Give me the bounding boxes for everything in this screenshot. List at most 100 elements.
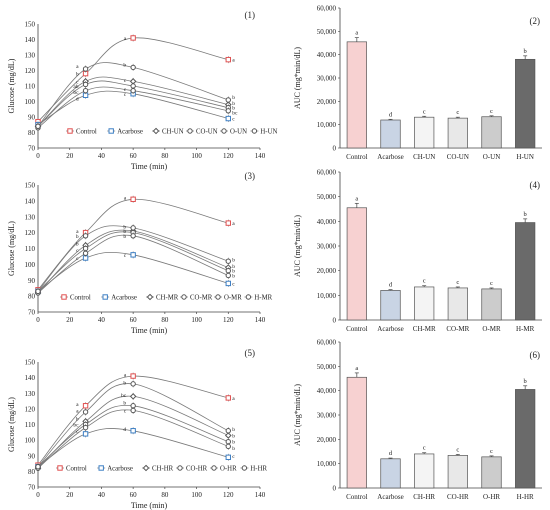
line-panel-3-series-line-Acarbose	[37, 428, 229, 468]
line-panel-2-sig-label: a	[232, 221, 235, 227]
line-panel-2-x-axis-label: Time (min)	[131, 326, 168, 335]
line-panel-2-sig-label: b	[232, 258, 235, 264]
line-panel-2-point-Control	[225, 220, 231, 226]
line-panel-1-series-line-CH-UN	[37, 76, 229, 127]
line-panel-1-point-O-UN	[82, 87, 89, 94]
line-panel-3-ytick-label: 100	[25, 437, 36, 445]
line-panel-1-legend-marker	[221, 128, 227, 134]
bar-panel-3-sig-label: c	[456, 446, 459, 453]
line-panel-2-sig-label: a	[124, 196, 127, 202]
bar-panel-1-sig-label: d	[389, 111, 393, 118]
bar-panel-3-bar-Control	[346, 376, 367, 489]
bar-panel-1-sig-label: c	[490, 108, 493, 115]
line-panel-3-point-Acarbose	[82, 431, 89, 437]
line-panel-1-ytick-label: 100	[25, 98, 36, 106]
line-panel-1-panel-tag: (1)	[245, 10, 256, 20]
bar-panel-1-category-label: CH-UN	[413, 153, 435, 161]
line-panel-1-ytick-label: 80	[28, 129, 36, 137]
line-panel-1-point-CO-UN	[82, 81, 89, 88]
line-panel-2-point-Control	[130, 196, 136, 202]
line-panel-1-series-line-O-UN	[37, 86, 229, 129]
line-panel-1-sig-label: a	[232, 58, 235, 64]
line-panel-3-xtick-label: 20	[66, 491, 74, 499]
line-panel-1-point-O-UN	[130, 87, 136, 94]
line-panel-3-xtick-label: 120	[223, 491, 234, 499]
line-panel-2-series-line-CH-MR	[37, 229, 229, 294]
bar-panel-2-category-label: CO-MR	[446, 325, 469, 333]
line-panel-2-sig-label: b	[232, 269, 235, 275]
bar-panel-3-ytick-label: 20,000	[317, 436, 337, 444]
line-panel-1-legend-entry: Acarbose	[117, 129, 143, 136]
line-panel-3-xtick-label: 140	[255, 491, 266, 499]
bar-panel-3-ytick-label: 40,000	[317, 387, 337, 395]
bar-panel-2-category-label: CH-MR	[413, 325, 436, 333]
line-panel-2-xtick-label: 120	[223, 316, 234, 324]
line-panel-3-sig-label: b	[123, 380, 126, 386]
line-panel-3-legend-entry: Acarbose	[107, 466, 133, 473]
bar-panel-3-category-label: Control	[346, 493, 367, 501]
line-panel-2-sig-label: b	[123, 224, 126, 230]
line-panel-2-series-line-H-MR	[37, 225, 229, 292]
line-panel-2-point-Acarbose	[130, 252, 136, 258]
line-panel-2-legend-entry: O-MR	[224, 295, 242, 302]
line-panel-3-point-CH-HR	[129, 393, 137, 400]
line-panel-1-sig-label: a	[124, 36, 127, 42]
line-panel-2-legend-marker	[146, 293, 154, 301]
line-panel-2-point-H-MR	[130, 225, 136, 231]
line-panel-1-legend-marker	[108, 128, 114, 134]
line-panel-2-point-Acarbose	[225, 280, 231, 287]
line-panel-2-ytick-label: 130	[25, 213, 36, 221]
line-panel-3-ytick-label: 130	[25, 390, 36, 398]
line-panel-3-ytick-label: 70	[28, 484, 36, 492]
line-panel-2-sig-label: c	[76, 248, 79, 254]
line-panel-1-sig-label: d	[76, 96, 79, 102]
line-panel-3-point-Acarbose	[225, 454, 231, 461]
line-panel-3-sig-label: a	[76, 408, 79, 414]
line-panel-1-ytick-label: 70	[28, 145, 36, 153]
bar-panel-1-ytick-label: 40,000	[317, 51, 337, 59]
line-panel-3-xtick-label: 40	[98, 491, 106, 499]
line-panel-1-sig-label: ab	[73, 84, 78, 90]
line-panel-2-y-axis-label: Glucose (mg/dL)	[7, 221, 16, 276]
bar-panel-3-ytick-label: 10,000	[317, 460, 337, 468]
line-panel-2-legend-marker	[245, 294, 252, 300]
line-panel-1-sig-label: b	[123, 62, 126, 68]
bar-panel-2-ytick-label: 10,000	[317, 292, 337, 300]
bar-panel-3-bar-H-HR	[515, 389, 536, 489]
line-panel-2-series-line-Acarbose	[37, 251, 229, 292]
line-panel-2-sig-label: b	[123, 229, 126, 235]
line-panel-2-point-O-MR	[130, 233, 136, 239]
line-panel-1-xtick-label: 140	[255, 152, 266, 160]
line-panel-2-legend-marker	[181, 294, 187, 300]
line-panel-3-point-H-HR	[130, 381, 136, 387]
line-panel-3-ytick-label: 150	[25, 359, 36, 367]
line-panel-3-y-axis-label: Glucose (mg/dL)	[7, 397, 16, 452]
line-panel-1-series-line-CO-UN	[37, 80, 229, 127]
bar-panel-1-category-label: O-UN	[483, 153, 501, 161]
line-panel-1-xtick-label: 0	[36, 152, 40, 160]
line-panel-3-xtick-label: 60	[130, 491, 138, 499]
bar-panel-2-sig-label: a	[355, 195, 358, 202]
bar-panel-2-category-label: H-MR	[516, 325, 535, 333]
bar-panel-2-bar-CO-MR	[447, 287, 468, 321]
bar-panel-3-sig-label: a	[355, 365, 358, 372]
line-panel-2-legend-entry: H-MR	[254, 295, 272, 302]
line-panel-2-series-line-CO-MR	[37, 231, 229, 292]
line-panel-3-legend-marker	[177, 465, 183, 471]
bar-panel-2-bar-O-MR	[481, 288, 502, 321]
bar-panel-1-sig-label: c	[456, 109, 459, 116]
bar-panel-3-category-label: O-HR	[483, 493, 500, 501]
bar-panel-1-bar-Acarbose	[380, 119, 401, 149]
line-panel-2-xtick-label: 80	[161, 316, 169, 324]
line-panel-1-legend-entry: O-UN	[230, 129, 247, 136]
line-panel-3-xtick-label: 0	[36, 491, 40, 499]
line-panel-1-sig-label: bc	[73, 90, 79, 96]
bar-panel-1-ytick-label: 50,000	[317, 28, 337, 36]
line-panel-2-xtick-label: 100	[191, 316, 202, 324]
line-panel-1-sig-label: c	[76, 79, 79, 85]
bar-panel-3-bar-CO-HR	[447, 455, 468, 489]
bar-panel-1-category-label: H-UN	[516, 153, 534, 161]
line-panel-1-sig-label: c	[124, 78, 127, 84]
bar-panel-1-bar-Control	[346, 41, 367, 149]
